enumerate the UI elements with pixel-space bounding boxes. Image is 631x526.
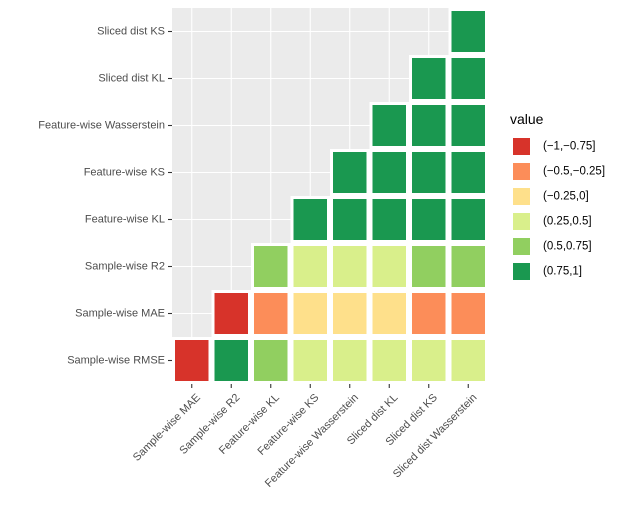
heatmap-cell [448,243,488,290]
legend: value (−1,−0.75] (−0.5,−0.25] (−0.25,0] (0.… [510,111,605,283]
heatmap-cell [290,243,330,290]
heatmap-cell [409,149,449,196]
legend-label: (−0.5,−0.25] [543,166,605,178]
heatmap-cell [409,243,449,290]
heatmap-cell [211,337,251,384]
legend-label: (−0.25,0] [543,191,589,203]
heatmap-cell [369,337,409,384]
legend-label: (−1,−0.75] [543,141,595,153]
heatmap-cell [409,102,449,149]
heatmap-cell [369,290,409,337]
heatmap-cells [172,8,488,384]
legend-label: (0.75,1] [543,266,582,278]
y-tick-label: Feature-wise Wasserstein [38,120,165,132]
heatmap-cell [369,102,409,149]
heatmap-cell [448,149,488,196]
y-tick-label: Sliced dist KS [97,26,165,38]
legend-swatch [513,188,530,205]
heatmap-cell [290,337,330,384]
heatmap-cell [290,196,330,243]
heatmap-cell [330,243,370,290]
heatmap-cell [369,149,409,196]
legend-swatch [513,263,530,280]
legend-swatch [513,238,530,255]
heatmap-cell [409,55,449,102]
x-tick-label: Sample-wise MAE [131,392,203,464]
y-axis: Sample-wise RMSE Sample-wise MAE Sample-wi… [38,26,172,367]
heatmap-cell [448,337,488,384]
legend-swatch [513,163,530,180]
heatmap-cell [448,55,488,102]
y-tick-label: Feature-wise KS [84,167,165,179]
legend-label: (0.25,0.5] [543,216,592,228]
y-tick-label: Sample-wise R2 [85,261,165,273]
y-tick-label: Sample-wise RMSE [67,355,165,367]
heatmap-cell [251,337,291,384]
heatmap-cell [251,290,291,337]
heatmap-cell [290,290,330,337]
heatmap-cell [369,196,409,243]
legend-swatch [513,213,530,230]
heatmap-cell [330,337,370,384]
heatmap-cell [448,8,488,55]
y-tick-label: Sliced dist KL [98,73,165,85]
x-tick-label: Sliced dist Wasserstein [391,392,480,481]
legend-swatch [513,138,530,155]
heatmap-cell [211,290,251,337]
heatmap-cell [409,196,449,243]
y-tick-label: Feature-wise KL [85,214,165,226]
y-tick-label: Sample-wise MAE [75,308,165,320]
heatmap-cell [251,243,291,290]
heatmap-cell [330,149,370,196]
heatmap-cell [448,196,488,243]
heatmap-cell [409,337,449,384]
heatmap-cell [448,290,488,337]
heatmap-cell [172,337,212,384]
legend-label: (0.5,0.75] [543,241,592,253]
heatmap-cell [330,196,370,243]
heatmap-cell [409,290,449,337]
heatmap-cell [330,290,370,337]
heatmap-cell [369,243,409,290]
heatmap-cell [448,102,488,149]
legend-title: value [510,111,544,127]
